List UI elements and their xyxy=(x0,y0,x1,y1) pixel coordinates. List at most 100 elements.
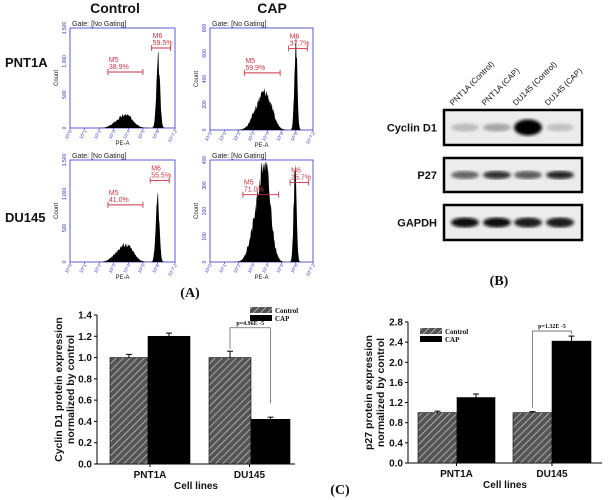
x-tick-label: 10^6 xyxy=(290,263,299,274)
y-tick-label: 0 xyxy=(62,260,68,263)
x-tick-label: 10^0 xyxy=(204,131,213,142)
gate-label: Gate: [No Gating] xyxy=(72,21,127,28)
bar-chart-2: 0.0 0.4 0.8 1.2 1.6 2.0 2.4 2.8 PNT1A DU145 Cell l… xyxy=(363,318,602,491)
western-blot: PNT1A (Control)PNT1A (CAP)DU145 (Control… xyxy=(387,59,584,242)
band xyxy=(546,171,574,179)
x-tick-label: 10^4 xyxy=(261,131,270,142)
x-tick-label: 10^4 xyxy=(122,263,131,274)
x-tick-label: 10^0 xyxy=(64,129,73,140)
y-tick-label: 0.6 xyxy=(78,396,92,407)
y-tick-label: 1,500 xyxy=(62,22,68,35)
marker-name: M6 xyxy=(153,33,163,40)
y-tick-label: 1.2 xyxy=(389,398,403,409)
x-tick-label: 10^7.2 xyxy=(305,131,316,146)
y-tick-label: 1,000 xyxy=(62,55,68,68)
x-tick-label: PNT1A xyxy=(440,469,473,480)
protein-label: Cyclin D1 xyxy=(387,123,437,135)
blot-gapdh: GAPDH xyxy=(397,203,584,242)
y-tick-label: 0 xyxy=(62,126,68,129)
marker-name: M6 xyxy=(151,165,161,172)
x-tick-label: 10^2 xyxy=(93,129,102,140)
significance-bracket xyxy=(532,330,572,408)
y-tick-label: 600 xyxy=(202,49,208,58)
x-tick-label: 10^7.2 xyxy=(305,263,316,278)
column-header-cap: CAP xyxy=(257,0,287,16)
protein-label: GAPDH xyxy=(397,218,437,230)
panel-label-a: (A) xyxy=(180,286,200,301)
band xyxy=(546,123,574,132)
x-tick-label: 10^1 xyxy=(218,131,227,142)
legend-label: CAP xyxy=(275,315,290,323)
y-tick-label: 0.8 xyxy=(389,418,403,429)
histogram-du145-cap: Gate: [No Gating] 0 100 200 300 400 10^0 10^1 10… xyxy=(194,153,316,281)
y-tick-label: 300 xyxy=(202,181,208,190)
marker-name: M6 xyxy=(291,167,301,174)
protein-label: P27 xyxy=(417,170,437,182)
x-tick-label: DU145 xyxy=(234,470,266,481)
bar-control-du145 xyxy=(512,412,553,464)
p-value-annotation: p=1.32E -5 xyxy=(538,324,566,330)
blot-p27: P27 xyxy=(417,156,584,194)
bar-control-pnt1a xyxy=(417,412,458,464)
bar-control-pnt1a xyxy=(109,357,149,465)
x-tick-label: 10^5 xyxy=(275,131,284,142)
y-tick-label: 1.4 xyxy=(78,311,92,322)
marker-name: M5 xyxy=(109,190,119,197)
y-tick-label: 0.4 xyxy=(78,417,92,428)
gate-label: Gate: [No Gating] xyxy=(72,153,127,160)
x-tick-label: 10^5 xyxy=(275,263,284,274)
x-axis-label: PE-A xyxy=(254,275,268,281)
y-axis-label-line1: p27 protein expression xyxy=(363,335,375,450)
y-axis-label-line2: normalized by control xyxy=(65,335,77,444)
x-tick-label: 10^6 xyxy=(151,129,160,140)
band xyxy=(483,217,511,228)
legend-label: CAP xyxy=(445,336,460,344)
marker-percent: 71.0% xyxy=(244,187,264,194)
row-label-du145: DU145 xyxy=(5,210,45,225)
x-tick-label: 10^3 xyxy=(247,131,256,142)
marker-percent: 25.7% xyxy=(291,174,311,181)
legend-swatch xyxy=(250,307,272,313)
histogram-trace xyxy=(210,33,313,130)
y-tick-label: 0.8 xyxy=(78,374,92,385)
bar-charts: 0.0 0.2 0.4 0.6 0.8 1.0 1.2 1.4 PNT1A DU145 Cell l… xyxy=(53,307,602,492)
y-tick-label: 2.0 xyxy=(389,358,403,369)
band xyxy=(451,217,479,228)
x-tick-label: 10^5 xyxy=(137,263,146,274)
marker-percent: 37.7% xyxy=(290,40,310,47)
gate-label: Gate: [No Gating] xyxy=(212,21,267,28)
band xyxy=(514,119,542,136)
x-tick-label: 10^6 xyxy=(290,131,299,142)
y-tick-label: 1,500 xyxy=(62,154,68,167)
band xyxy=(514,171,542,179)
panel-label-b: (B) xyxy=(490,274,509,289)
x-tick-label: 10^3 xyxy=(107,263,116,274)
y-tick-label: 0.4 xyxy=(389,438,403,449)
histogram-trace xyxy=(70,191,175,262)
marker-percent: 59.9% xyxy=(245,65,265,72)
band xyxy=(451,123,479,132)
legend-swatch xyxy=(250,315,272,321)
y-tick-label: 400 xyxy=(202,156,208,165)
y-tick-label: 500 xyxy=(62,90,68,99)
x-tick-label: 10^6 xyxy=(151,263,160,274)
y-tick-label: 0.2 xyxy=(78,438,92,449)
y-tick-label: 500 xyxy=(62,224,68,233)
bar-cap-pnt1a xyxy=(456,397,496,464)
flow-histograms: Gate: [No Gating] 0 500 1,000 1,500 10^0 10^1 1… xyxy=(54,21,316,281)
x-tick-label: 10^4 xyxy=(122,129,131,140)
y-tick-label: 0 xyxy=(202,128,208,131)
histogram-pnt1a-control: Gate: [No Gating] 0 500 1,000 1,500 10^0 10^1 1… xyxy=(54,21,178,147)
legend-swatch xyxy=(420,336,442,342)
y-tick-label: 1.2 xyxy=(78,332,92,343)
marker-name: M5 xyxy=(244,180,254,187)
histogram-trace xyxy=(210,162,313,262)
marker-name: M5 xyxy=(245,58,255,65)
y-axis-label-line1: Cyclin D1 protein expression xyxy=(53,317,65,462)
